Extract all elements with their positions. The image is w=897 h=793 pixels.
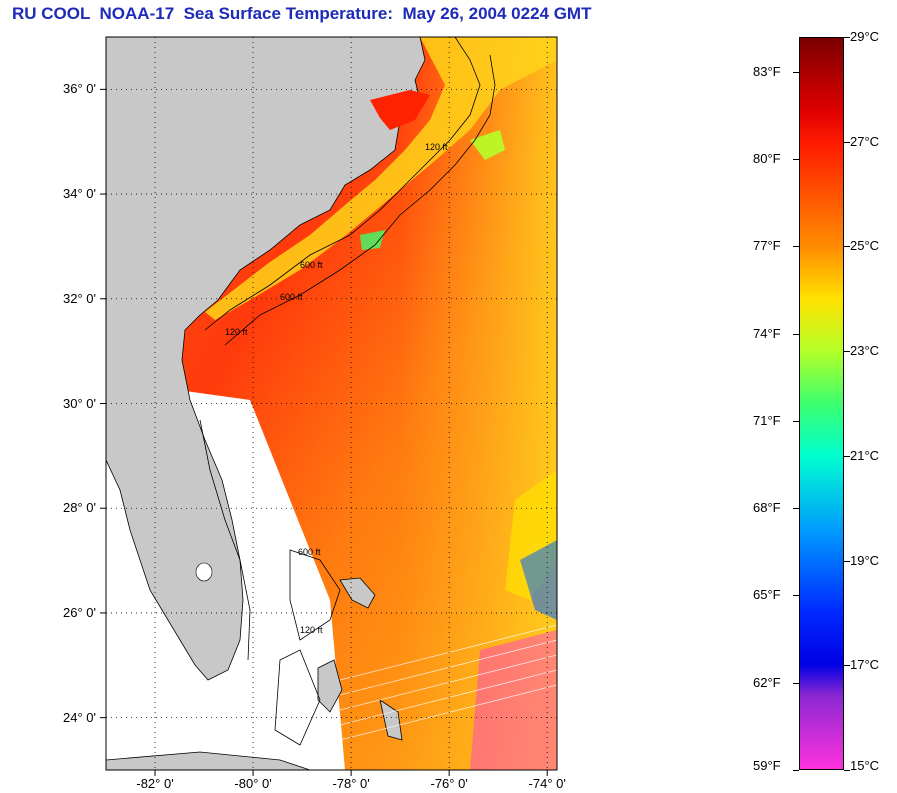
lake-okeechobee <box>195 562 213 582</box>
isobath-florida <box>199 419 251 661</box>
celsius-label: 17°C <box>850 657 880 673</box>
fahrenheit-tick <box>793 246 799 248</box>
lon-tick-label: -76° 0' <box>430 776 468 791</box>
lon-tick-label: -78° 0' <box>332 776 370 791</box>
celsius-tick <box>844 351 850 353</box>
fahrenheit-tick <box>793 333 799 335</box>
cloud-contaminated-patch <box>470 630 557 770</box>
fahrenheit-tick <box>793 71 799 73</box>
fahrenheit-label: 65°F <box>753 587 781 603</box>
swath-streaks <box>339 624 557 741</box>
celsius-label: 27°C <box>850 133 880 149</box>
celsius-tick <box>844 770 850 771</box>
lat-tick-label: 30° 0' <box>63 395 96 411</box>
celsius-label: 15°C <box>850 758 880 773</box>
pamlico-sound <box>370 90 430 130</box>
lon-tick-label: -80° 0' <box>234 776 272 791</box>
fahrenheit-tick <box>793 595 799 597</box>
isobath-bahamas <box>289 549 341 641</box>
lat-tick-label: 26° 0' <box>63 604 96 620</box>
cool-patch <box>470 130 505 160</box>
fahrenheit-tick <box>793 159 799 161</box>
fahrenheit-label: 77°F <box>753 238 781 254</box>
fahrenheit-label: 71°F <box>753 412 781 428</box>
graticule <box>106 37 557 770</box>
celsius-tick <box>844 560 850 562</box>
fahrenheit-label: 62°F <box>753 674 781 690</box>
celsius-label: 29°C <box>850 29 880 44</box>
lon-tick-label: -74° 0' <box>528 776 566 791</box>
isobath-label: 120 ft <box>425 142 448 152</box>
coastal-shelf-water <box>205 37 557 320</box>
lat-tick-label: 24° 0' <box>63 709 96 725</box>
lat-tick-label: 28° 0' <box>63 500 96 516</box>
isobath-label: 600 ft <box>280 292 303 302</box>
celsius-label: 21°C <box>850 447 880 463</box>
celsius-tick <box>844 37 850 38</box>
isobath-label: 120 ft <box>225 327 248 337</box>
fahrenheit-label: 74°F <box>753 325 781 341</box>
lat-tick-label: 36° 0' <box>63 81 96 97</box>
isobath-label: 600 ft <box>300 260 323 270</box>
lat-tick-label: 34° 0' <box>63 186 96 202</box>
temperature-colorbar <box>799 37 844 770</box>
isobath-label: 600 ft <box>298 547 321 557</box>
frame-ticks <box>100 88 548 776</box>
fahrenheit-tick <box>793 420 799 422</box>
celsius-label: 25°C <box>850 238 880 254</box>
celsius-label: 23°C <box>850 343 880 359</box>
fahrenheit-tick <box>793 508 799 510</box>
fahrenheit-label: 68°F <box>753 500 781 516</box>
isobath-label: 120 ft <box>300 625 323 635</box>
celsius-tick <box>844 246 850 248</box>
celsius-tick <box>844 141 850 143</box>
celsius-label: 19°C <box>850 552 880 568</box>
fahrenheit-tick <box>793 682 799 684</box>
fahrenheit-tick <box>793 770 799 771</box>
fahrenheit-label: 83°F <box>753 63 781 79</box>
page-title: RU COOL NOAA-17 Sea Surface Temperature:… <box>12 4 592 23</box>
isobath-600ft <box>224 54 496 346</box>
fahrenheit-label: 80°F <box>753 151 781 167</box>
isobath-120ft <box>204 37 481 331</box>
isobath-bahamas <box>274 649 321 746</box>
land-cuba <box>106 751 311 770</box>
land-southeast-us <box>106 37 426 681</box>
fahrenheit-label: 59°F <box>753 758 781 773</box>
cool-blue-patch <box>520 540 557 620</box>
celsius-tick <box>844 665 850 667</box>
lon-tick-label: -82° 0' <box>136 776 174 791</box>
lat-tick-label: 32° 0' <box>63 290 96 306</box>
land-grand-bahama <box>339 577 376 609</box>
celsius-tick <box>844 455 850 457</box>
cool-patch <box>360 230 385 250</box>
land-exuma <box>379 699 403 741</box>
